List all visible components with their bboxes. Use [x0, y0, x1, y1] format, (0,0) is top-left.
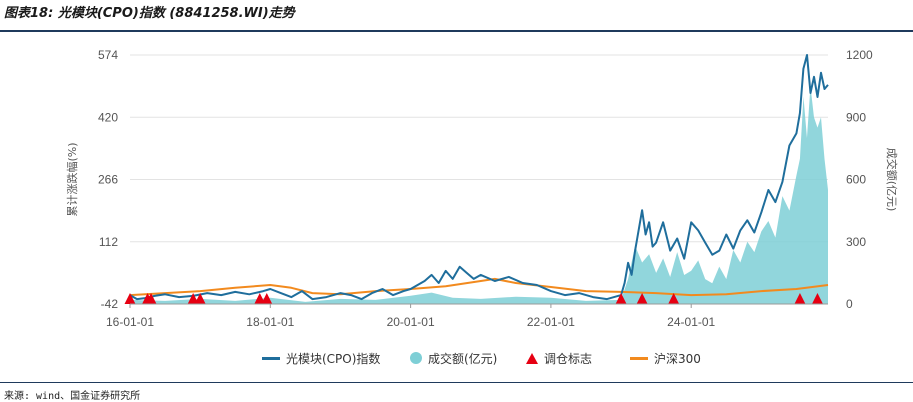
- turnover-area: [130, 86, 828, 304]
- y-left-tick-label: 266: [98, 173, 118, 187]
- y-right-tick-label: 600: [846, 173, 866, 187]
- top-rule: [0, 30, 913, 32]
- rebalance-marker: [261, 293, 273, 304]
- legend-line-icon: [262, 356, 280, 360]
- y-left-tick-label: -42: [101, 297, 119, 311]
- x-tick-label: 22-01-01: [527, 315, 575, 329]
- y-left-tick-label: 574: [98, 48, 118, 62]
- rebalance-marker: [636, 293, 648, 304]
- axes-group: 574 1200 420 900 266 600 112 300 -42 0 16-01-01 18-…: [65, 48, 899, 329]
- rebalance-marker: [187, 293, 199, 304]
- bottom-rule: [0, 382, 913, 383]
- y-left-axis-title: 累计涨跌幅(%): [65, 142, 79, 216]
- legend-item-index: 光模块(CPO)指数: [262, 347, 380, 369]
- legend-item-marker: 调仓标志: [526, 347, 592, 369]
- rebalance-marker: [145, 293, 157, 304]
- markers-group: [124, 293, 823, 304]
- hs300-line: [129, 277, 829, 297]
- legend-label-index: 光模块(CPO)指数: [286, 351, 381, 366]
- legend-item-turnover: 成交额(亿元): [410, 347, 497, 369]
- y-left-tick-label: 420: [98, 110, 118, 124]
- cpo-index-line: [129, 54, 829, 301]
- rebalance-marker: [615, 293, 627, 304]
- legend-triangle-icon: [526, 352, 538, 364]
- x-tick-label: 16-01-01: [106, 315, 154, 329]
- y-right-tick-label: 1200: [846, 48, 873, 62]
- rebalance-marker: [668, 293, 680, 304]
- y-right-tick-label: 300: [846, 235, 866, 249]
- legend: 光模块(CPO)指数 成交额(亿元) 调仓标志 沪深300: [0, 347, 913, 369]
- grid: [130, 54, 828, 243]
- lines-group: [129, 54, 829, 301]
- legend-item-hs300: 沪深300: [630, 347, 701, 369]
- legend-dot-icon: [410, 352, 422, 364]
- x-tick-label: 24-01-01: [667, 315, 715, 329]
- y-right-tick-label: 900: [846, 110, 866, 124]
- x-tick-label: 18-01-01: [246, 315, 294, 329]
- rebalance-marker: [811, 293, 823, 304]
- rebalance-marker: [194, 293, 206, 304]
- rebalance-marker: [254, 293, 266, 304]
- source-note: 来源: wind、国金证券研究所: [4, 391, 141, 402]
- y-left-tick-label: 112: [99, 235, 118, 249]
- legend-label-hs300: 沪深300: [654, 351, 701, 366]
- legend-label-marker: 调仓标志: [544, 351, 593, 366]
- rebalance-marker: [124, 293, 136, 304]
- x-tick-label: 20-01-01: [387, 315, 435, 329]
- legend-line-icon: [630, 356, 648, 360]
- turnover-area-group: [130, 86, 828, 304]
- legend-label-turnover: 成交额(亿元): [428, 351, 498, 366]
- chart-title: 图表18: 光模块(CPO)指数 (8841258.WI)走势: [4, 6, 295, 21]
- y-right-tick-label: 0: [846, 297, 853, 311]
- rebalance-marker: [794, 293, 806, 304]
- chart-svg: 574 1200 420 900 266 600 112 300 -42 0 16-01-01 18-…: [65, 48, 899, 329]
- y-right-axis-title: 成交额(亿元): [885, 148, 899, 212]
